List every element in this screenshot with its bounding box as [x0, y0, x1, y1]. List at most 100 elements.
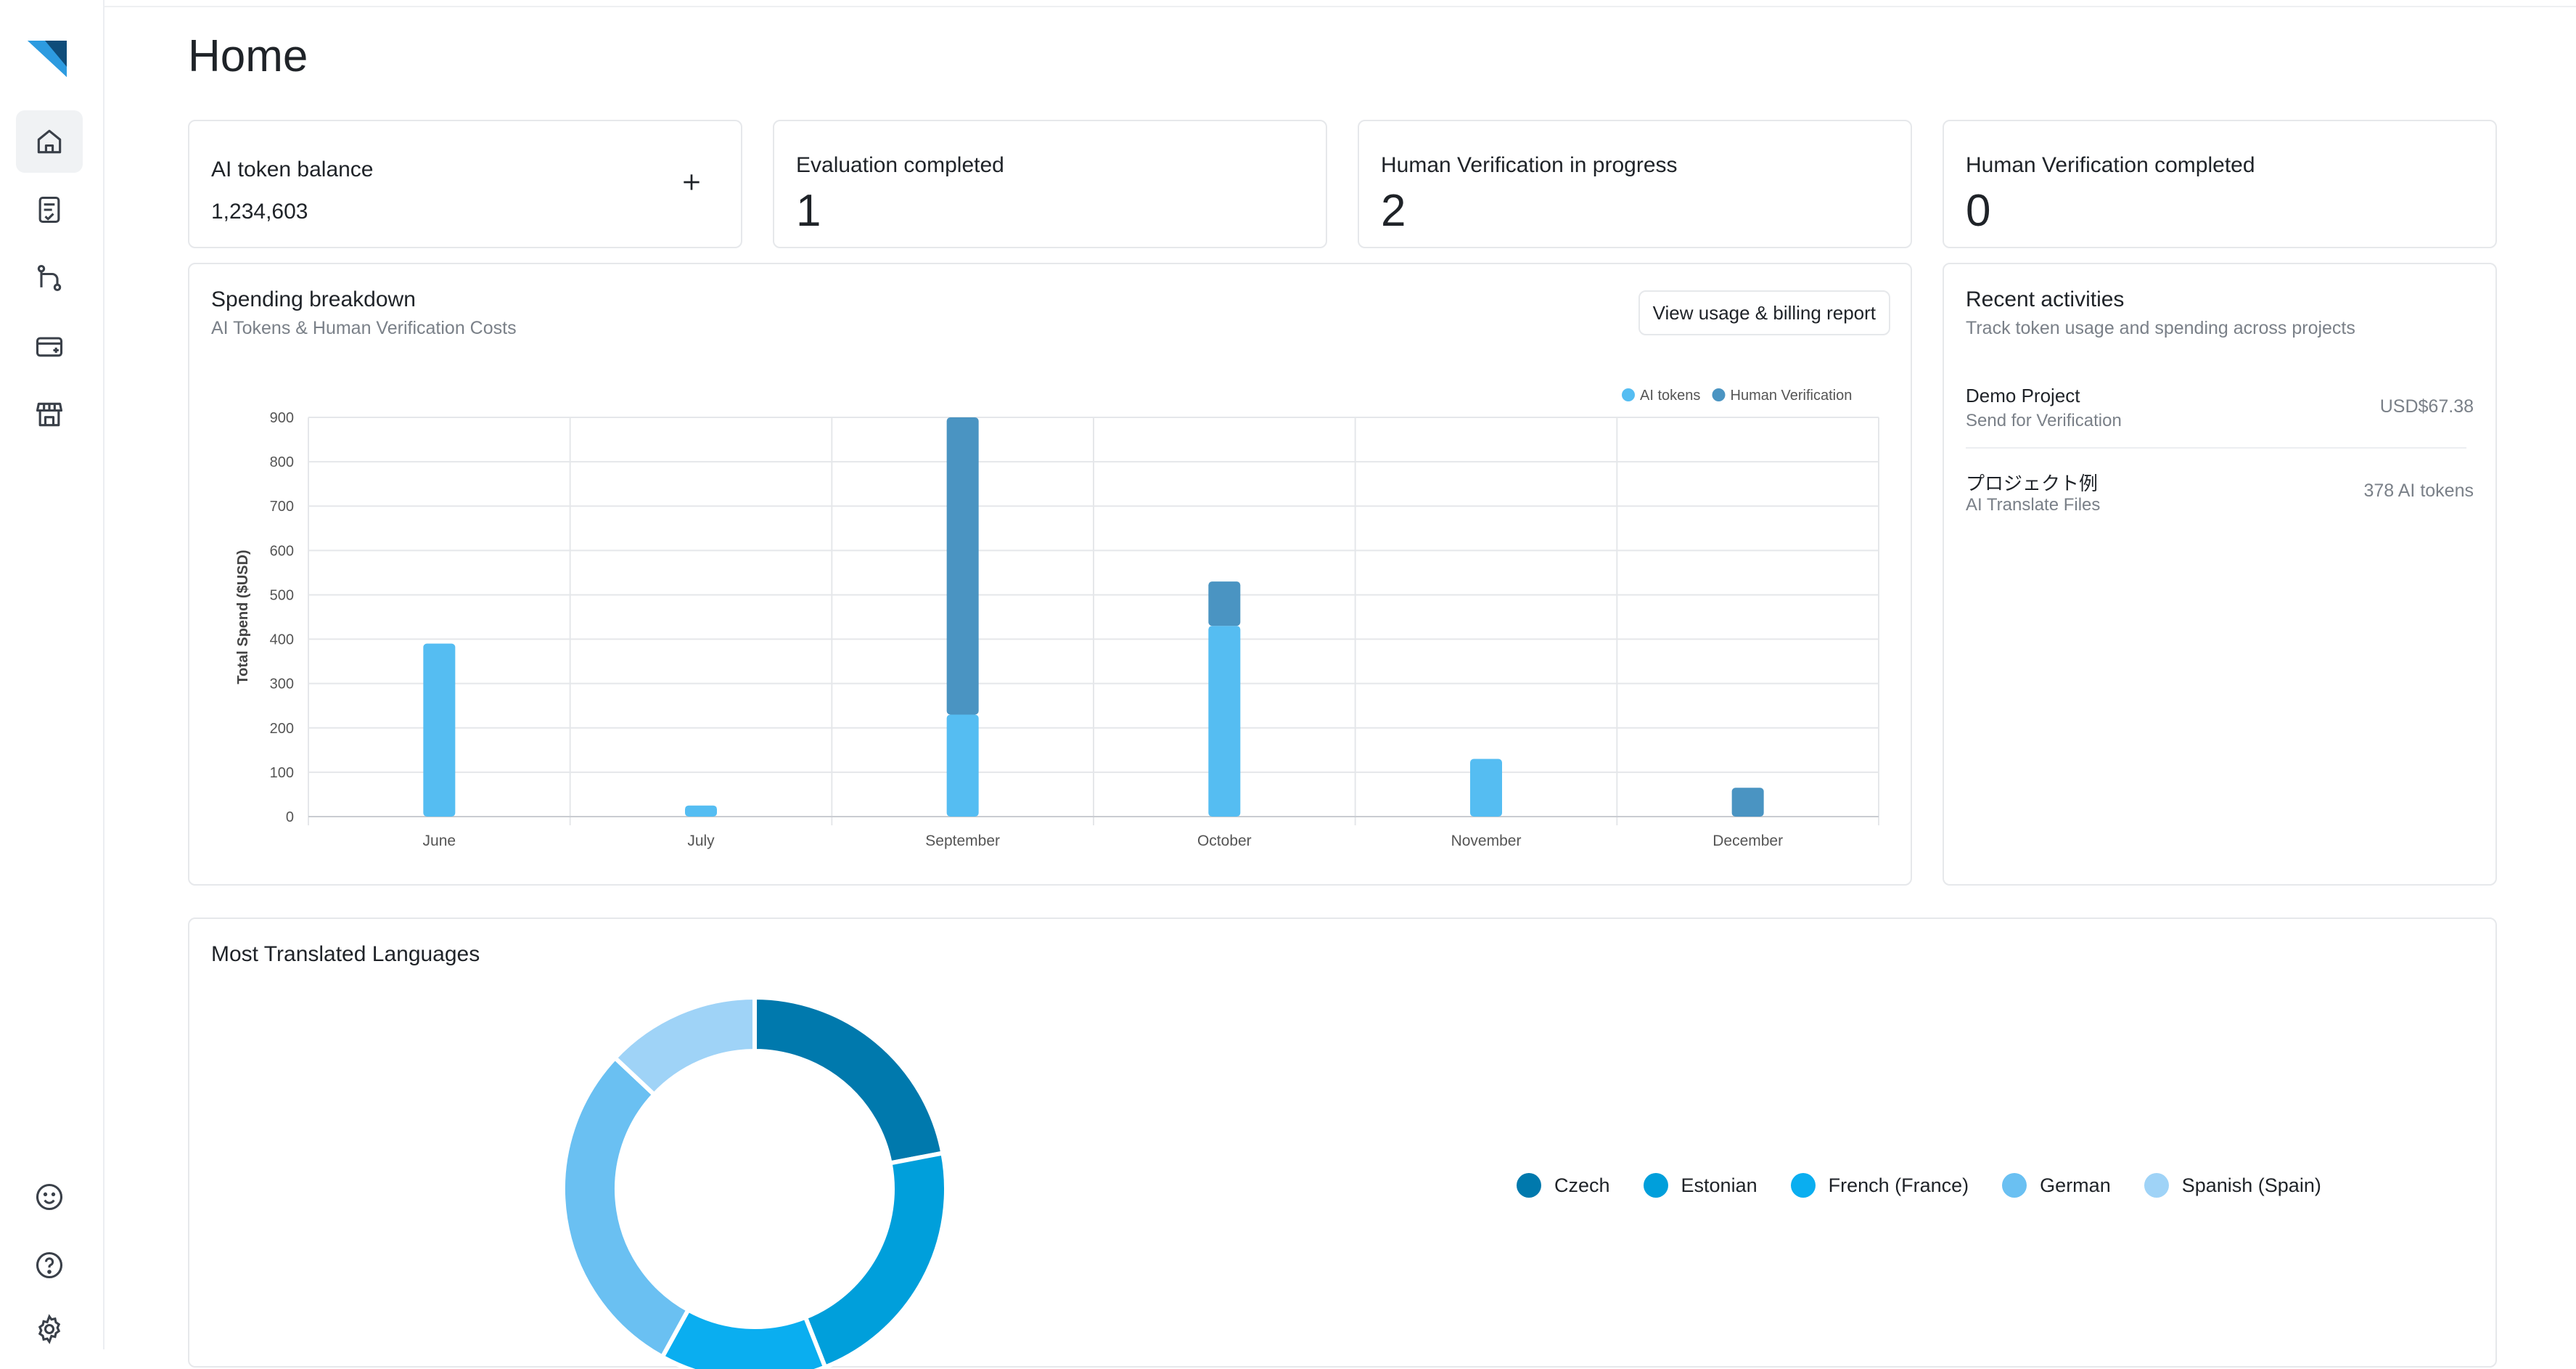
bar-ai-tokens[interactable] [423, 643, 456, 817]
hv-in-progress-card: Human Verification in progress 2 [1358, 120, 1912, 248]
y-tick-label: 800 [270, 454, 294, 470]
spending-subtitle: AI Tokens & Human Verification Costs [211, 318, 517, 338]
question-icon [36, 1251, 63, 1279]
nav-item-projects[interactable] [16, 179, 83, 241]
activity-description: Send for Verification [1966, 411, 2122, 430]
legend-item[interactable]: French (France) [1790, 1173, 1969, 1198]
languages-card: Most Translated Languages [188, 918, 2497, 1369]
nav-item-billing[interactable] [16, 315, 83, 377]
token-balance-label: AI token balance [211, 158, 374, 181]
activity-item[interactable]: Demo Project Send for Verification USD$6… [1966, 385, 2474, 457]
bar-ai-tokens[interactable] [1470, 759, 1502, 817]
y-axis-label: Total Spend ($USD) [235, 549, 251, 684]
sidebar [0, 0, 104, 1349]
legend-swatch [1712, 388, 1726, 401]
home-icon [37, 129, 62, 154]
x-tick-label: July [687, 833, 715, 849]
legend-label: Spanish (Spain) [2181, 1174, 2321, 1196]
x-tick-label: December [1712, 833, 1783, 849]
y-tick-label: 100 [270, 765, 294, 781]
token-balance-value: 1,234,603 [211, 200, 308, 224]
add-tokens-button[interactable] [670, 160, 713, 204]
legend-swatch [2144, 1173, 2169, 1198]
legend-swatch [1790, 1173, 1816, 1198]
activities-title: Recent activities [1966, 287, 2125, 311]
languages-legend: Czech Estonian French (France) German Spanis… [1517, 1173, 2321, 1198]
bar-human-verification[interactable] [1208, 581, 1241, 626]
y-tick-label: 600 [270, 543, 294, 559]
x-tick-label: November [1451, 833, 1522, 849]
gear-icon [38, 1314, 61, 1344]
smiley-icon [36, 1183, 63, 1211]
legend-swatch [1517, 1173, 1541, 1198]
page-title: Home [188, 31, 308, 81]
git-branch-icon [37, 264, 62, 292]
nav-item-feedback[interactable] [16, 1166, 83, 1228]
activity-project-name: Demo Project [1966, 385, 2080, 406]
activity-amount: 378 AI tokens [2363, 481, 2474, 501]
donut-slice-czech[interactable] [752, 994, 946, 1166]
y-tick-label: 200 [270, 721, 294, 737]
activity-divider [1966, 447, 2466, 449]
legend-swatch [1643, 1173, 1668, 1198]
hv-completed-card: Human Verification completed 0 [1943, 120, 2497, 248]
y-tick-label: 900 [270, 410, 294, 426]
legend-label: AI tokens [1640, 388, 1700, 404]
legend-label: Estonian [1681, 1174, 1757, 1196]
nav-item-marketplace[interactable] [16, 383, 83, 446]
bar-human-verification[interactable] [1731, 788, 1764, 817]
legend-label: German [2040, 1174, 2111, 1196]
nav-item-help[interactable] [16, 1234, 83, 1296]
legend-label: Human Verification [1731, 388, 1853, 404]
spending-breakdown-card: Spending breakdown AI Tokens & Human Ver… [188, 263, 1912, 886]
bar-ai-tokens[interactable] [685, 805, 717, 817]
y-tick-label: 700 [270, 499, 294, 515]
spending-title: Spending breakdown [211, 287, 416, 311]
y-tick-label: 0 [286, 809, 294, 825]
x-tick-label: June [423, 833, 456, 849]
legend-label: French (France) [1828, 1174, 1969, 1196]
x-tick-label: September [925, 833, 1000, 849]
credit-card-plus-icon [36, 337, 63, 357]
evaluation-completed-value: 1 [796, 186, 821, 236]
donut-slice-spanish-spain[interactable] [612, 994, 757, 1098]
token-balance-card: AI token balance 1,234,603 [188, 120, 742, 248]
legend-label: Czech [1554, 1174, 1610, 1196]
activities-subtitle: Track token usage and spending across pr… [1966, 318, 2355, 338]
legend-item[interactable]: Spanish (Spain) [2144, 1173, 2321, 1198]
hv-completed-label: Human Verification completed [1966, 153, 2255, 177]
recent-activities-card: Recent activities Track token usage and … [1943, 263, 2497, 886]
legend-swatch [2002, 1173, 2027, 1198]
donut-slice-french-france[interactable] [659, 1307, 829, 1369]
legend-item[interactable]: Czech [1517, 1173, 1610, 1198]
activity-description: AI Translate Files [1966, 495, 2101, 515]
hv-in-progress-label: Human Verification in progress [1381, 153, 1678, 177]
plus-icon [684, 174, 700, 190]
donut-slice-estonian[interactable] [803, 1151, 948, 1369]
view-billing-report-button[interactable]: View usage & billing report [1638, 290, 1890, 335]
bar-ai-tokens[interactable] [1208, 626, 1241, 817]
legend-item[interactable]: Estonian [1643, 1173, 1757, 1198]
donut-slice-german[interactable] [561, 1055, 692, 1360]
spending-bar-chart: 0 100 200 300 400 500 600 700 800 900 June July Sept… [235, 388, 1879, 849]
activity-item[interactable]: プロジェクト例 AI Translate Files 378 AI tokens [1966, 469, 2474, 542]
y-tick-label: 300 [270, 677, 294, 692]
legend-swatch [1622, 388, 1635, 401]
languages-donut-chart [561, 994, 948, 1369]
x-tick-label: October [1197, 833, 1252, 849]
y-tick-label: 400 [270, 632, 294, 648]
hv-in-progress-value: 2 [1381, 186, 1406, 236]
hv-completed-value: 0 [1966, 186, 1991, 236]
legend-item[interactable]: German [2002, 1173, 2111, 1198]
document-check-icon [38, 196, 60, 224]
evaluation-completed-card: Evaluation completed 1 [773, 120, 1327, 248]
top-border [0, 0, 2576, 7]
languages-title: Most Translated Languages [211, 942, 480, 966]
bar-ai-tokens[interactable] [946, 714, 979, 817]
activity-amount: USD$67.38 [2379, 396, 2474, 417]
nav-item-settings[interactable] [16, 1298, 83, 1360]
nav-item-home[interactable] [16, 110, 83, 173]
bar-human-verification[interactable] [946, 417, 979, 715]
nav-item-workflows[interactable] [16, 247, 83, 309]
activity-project-name: プロジェクト例 [1966, 473, 2099, 494]
